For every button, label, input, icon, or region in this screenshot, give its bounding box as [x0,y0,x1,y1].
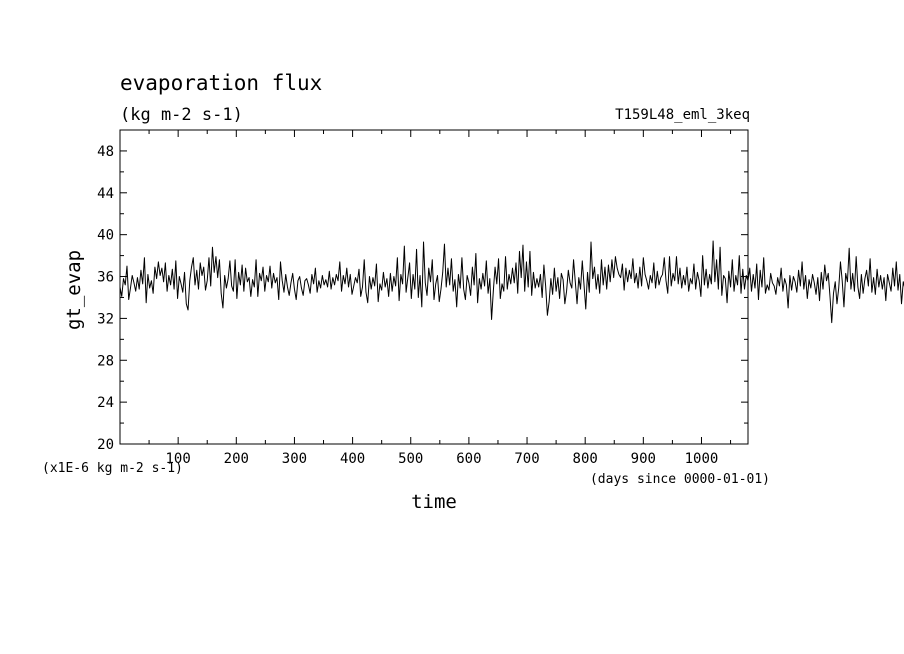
y-axis-units: (x1E-6 kg m-2 s-1) [42,461,183,476]
y-tick-label: 20 [97,437,114,453]
x-tick-label: 900 [631,451,656,467]
x-axis-label: time [411,491,457,513]
y-axis-label: gt_evap [63,250,85,330]
y-tick-label: 44 [97,186,114,202]
y-axis-tick-labels: 20 24 28 32 36 40 44 48 [97,144,114,453]
series-line-gt-evap [119,240,904,324]
x-axis-units: (days since 0000-01-01) [590,472,770,487]
y-tick-label: 28 [97,353,114,369]
chart-subtitle: (kg m-2 s-1) [120,105,243,125]
y-axis-ticks [120,129,748,445]
x-tick-label: 1000 [685,451,719,467]
y-tick-label: 48 [97,144,114,160]
x-tick-label: 600 [456,451,481,467]
y-tick-label: 36 [97,270,114,286]
x-tick-label: 800 [573,451,598,467]
y-tick-label: 32 [97,311,114,327]
x-tick-label: 200 [224,451,249,467]
run-label: T159L48_eml_3keq [615,107,750,123]
x-axis-ticks [148,130,732,444]
x-axis-tick-labels: 100 200 300 400 500 600 700 800 900 1000 [165,451,718,467]
x-tick-label: 400 [340,451,365,467]
x-tick-label: 100 [165,451,190,467]
y-tick-label: 24 [97,395,114,411]
y-tick-label: 40 [97,228,114,244]
x-tick-label: 700 [514,451,539,467]
x-tick-label: 500 [398,451,423,467]
chart-title: evaporation flux [120,71,322,95]
x-tick-label: 300 [282,451,307,467]
plot-frame [119,129,749,445]
